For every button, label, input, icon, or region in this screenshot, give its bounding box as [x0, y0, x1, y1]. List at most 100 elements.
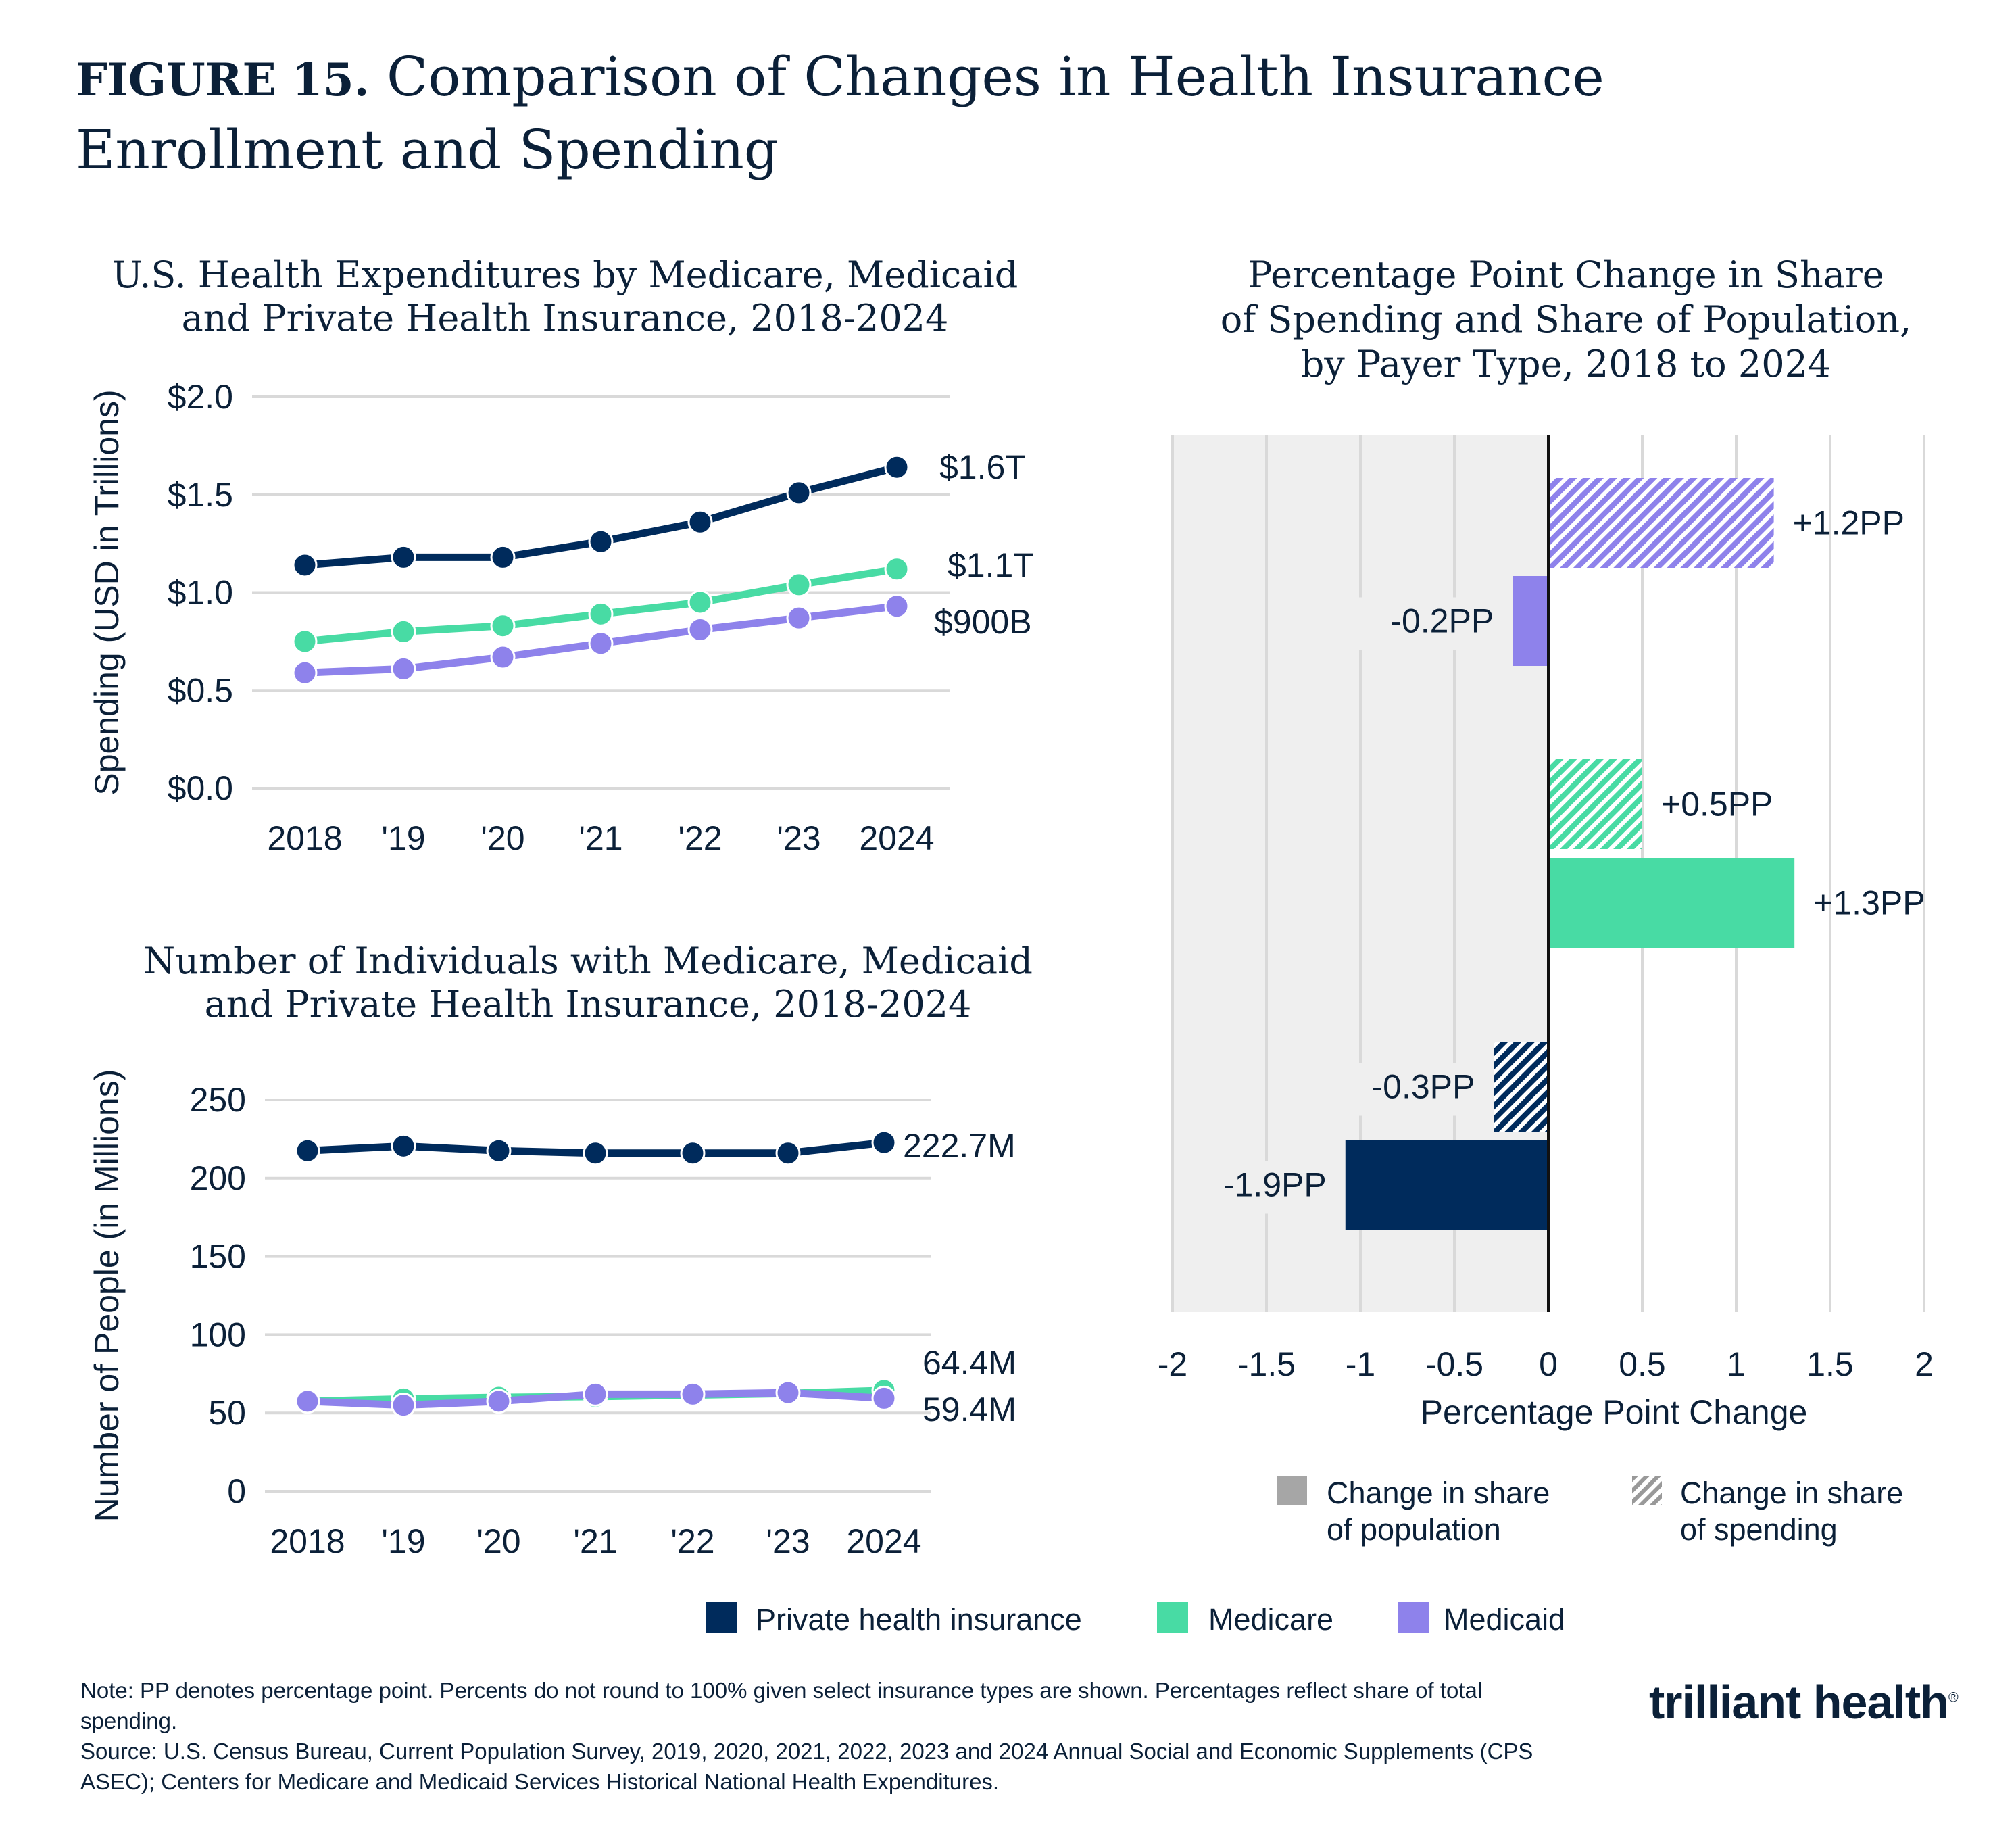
data-point-medicaid	[583, 1381, 608, 1407]
x-tick-label: 0.5	[1619, 1345, 1666, 1383]
x-tick-label: 2024	[846, 1522, 921, 1560]
data-point-private	[775, 1140, 801, 1166]
spending-line-chart: U.S. Health Expenditures by Medicare, Me…	[88, 254, 1034, 857]
data-point-medicare	[588, 601, 614, 627]
y-tick-label: $1.0	[168, 574, 233, 612]
data-point-private	[687, 509, 713, 535]
data-point-private	[588, 529, 614, 554]
data-point-medicaid	[687, 617, 713, 643]
x-tick-label: '22	[678, 819, 722, 857]
bar-medicaid-spending	[1548, 478, 1774, 568]
bar-value-label: -0.2PP	[1390, 602, 1494, 640]
y-tick-label: 50	[208, 1394, 246, 1432]
legend-label-spending: Change in share	[1680, 1476, 1903, 1510]
data-point-medicaid	[295, 1389, 320, 1414]
data-point-medicaid	[786, 605, 812, 631]
legend-label-private: Private health insurance	[756, 1602, 1082, 1637]
bar-value-label: +0.5PP	[1661, 786, 1773, 823]
data-point-medicaid	[391, 1393, 416, 1418]
legend-swatch-population	[1277, 1476, 1307, 1505]
x-tick-label: '23	[777, 819, 820, 857]
data-point-private	[391, 1133, 416, 1159]
data-point-medicaid	[292, 660, 318, 685]
x-tick-label: '19	[381, 819, 425, 857]
x-tick-label: '21	[579, 819, 622, 857]
label-background	[1339, 1063, 1490, 1116]
y-tick-label: $0.0	[168, 769, 233, 807]
legend-label-population: Change in share	[1327, 1476, 1550, 1510]
data-point-private	[486, 1138, 512, 1163]
x-tick-label: '20	[481, 819, 524, 857]
legend-swatch-medicare	[1157, 1602, 1188, 1633]
label-background	[1191, 1161, 1342, 1214]
footnote: Note: PP denotes percentage point. Perce…	[80, 1675, 1567, 1797]
legend-label-spending: of spending	[1680, 1512, 1838, 1547]
x-tick-label: '22	[670, 1522, 714, 1560]
data-point-medicaid	[871, 1385, 897, 1411]
y-axis-label: Spending (USD in Trillions)	[88, 389, 126, 795]
x-tick-label: '23	[766, 1522, 810, 1560]
end-label-private: 222.7M	[903, 1127, 1016, 1165]
x-tick-label: -1.5	[1237, 1345, 1296, 1383]
y-tick-label: 100	[190, 1316, 246, 1353]
x-tick-label: '21	[573, 1522, 617, 1560]
legend-swatch-spending	[1632, 1476, 1662, 1505]
y-axis-label: Number of People (in Millions)	[88, 1069, 126, 1522]
data-point-private	[490, 544, 516, 570]
data-point-medicaid	[490, 644, 516, 670]
chart-title: U.S. Health Expenditures by Medicare, Me…	[112, 254, 1018, 296]
logo-text: trilliant health	[1649, 1676, 1949, 1729]
data-point-medicare	[884, 556, 910, 582]
label-background	[1358, 597, 1509, 650]
data-point-private	[292, 552, 318, 578]
data-point-medicaid	[486, 1389, 512, 1414]
bar-medicare-population	[1548, 858, 1795, 948]
x-tick-label: -0.5	[1425, 1345, 1483, 1383]
chart-title: Percentage Point Change in Share	[1248, 254, 1884, 296]
footnote-note: Note: PP denotes percentage point. Perce…	[80, 1678, 1483, 1733]
x-tick-label: -2	[1158, 1345, 1187, 1383]
y-tick-label: 150	[190, 1238, 246, 1276]
x-tick-label: '19	[381, 1522, 425, 1560]
data-point-private	[295, 1138, 320, 1163]
figure-label: FIGURE 15.	[76, 53, 370, 106]
figure-title-text: Comparison of Changes in Health Insuranc…	[76, 45, 1604, 181]
end-label-private: $1.6T	[939, 448, 1026, 486]
data-point-medicare	[687, 589, 713, 615]
chart-title: of Spending and Share of Population,	[1221, 298, 1911, 341]
footnote-source: Source: U.S. Census Bureau, Current Popu…	[80, 1739, 1533, 1794]
x-tick-label: -1	[1346, 1345, 1375, 1383]
end-label-medicaid: 59.4M	[923, 1391, 1016, 1428]
chart-title: Number of Individuals with Medicare, Med…	[143, 940, 1033, 982]
bar-value-label: -1.9PP	[1223, 1166, 1327, 1204]
bar-private-spending	[1494, 1042, 1548, 1132]
data-point-private	[871, 1130, 897, 1155]
end-label-medicare: $1.1T	[948, 546, 1034, 584]
data-point-medicare	[786, 572, 812, 598]
data-point-medicare	[490, 613, 516, 639]
data-point-medicare	[391, 619, 416, 644]
bar-medicare-spending	[1548, 759, 1642, 849]
legend-label-population: of population	[1327, 1512, 1501, 1547]
y-tick-label: $0.5	[168, 671, 233, 709]
end-label-medicaid: $900B	[934, 603, 1032, 641]
y-tick-label: 250	[190, 1081, 246, 1119]
x-tick-label: 2024	[859, 819, 934, 857]
data-point-medicaid	[884, 594, 910, 619]
bar-medicaid-population	[1513, 576, 1548, 666]
data-point-medicaid	[680, 1381, 706, 1407]
legend-swatch-private	[706, 1602, 737, 1633]
data-point-medicaid	[775, 1380, 801, 1405]
legend-label-medicare: Medicare	[1208, 1602, 1333, 1637]
y-tick-label: $1.5	[168, 476, 233, 514]
end-label-medicare: 64.4M	[923, 1344, 1016, 1382]
x-tick-label: 1	[1727, 1345, 1746, 1383]
x-tick-label: 0	[1539, 1345, 1558, 1383]
data-point-private	[391, 544, 416, 570]
data-point-medicaid	[588, 631, 614, 656]
x-tick-label: 1.5	[1806, 1345, 1854, 1383]
data-point-medicaid	[391, 656, 416, 681]
data-point-private	[786, 480, 812, 506]
x-tick-label: 2	[1915, 1345, 1934, 1383]
